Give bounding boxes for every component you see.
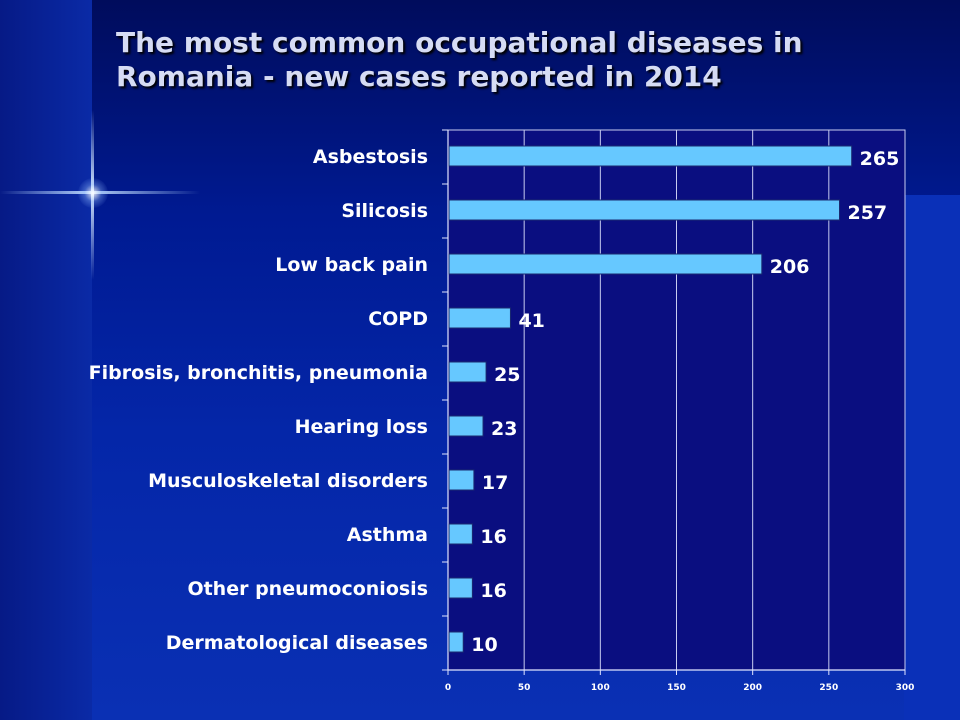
data-label: 10 xyxy=(471,634,497,656)
category-label: COPD xyxy=(368,308,428,330)
x-tick-label: 250 xyxy=(819,683,838,693)
category-labels: Asbestosis Silicosis Low back pain COPD Fibr… xyxy=(89,146,428,654)
flare-glow xyxy=(78,178,108,208)
data-label: 265 xyxy=(860,148,900,170)
category-label: Dermatological diseases xyxy=(166,632,428,654)
slide-title: The most common occupational diseases in… xyxy=(116,26,876,94)
data-label: 41 xyxy=(518,310,544,332)
data-label: 257 xyxy=(847,202,887,224)
bar xyxy=(448,469,475,491)
category-label: Musculoskeletal disorders xyxy=(148,470,428,492)
bar xyxy=(448,199,840,221)
data-label: 17 xyxy=(482,472,508,494)
category-label: Asthma xyxy=(347,524,428,546)
data-label: 23 xyxy=(491,418,517,440)
data-label: 206 xyxy=(770,256,810,278)
bar xyxy=(448,307,511,329)
data-labels: 265 257 206 41 25 23 17 16 16 10 xyxy=(471,148,899,656)
data-label: 25 xyxy=(494,364,520,386)
bar xyxy=(448,253,763,275)
category-label: Low back pain xyxy=(275,254,428,276)
bar xyxy=(448,577,473,599)
category-label: Asbestosis xyxy=(313,146,428,168)
bar xyxy=(448,523,473,545)
x-tick-label: 0 xyxy=(445,683,451,693)
x-tick-label: 100 xyxy=(591,683,610,693)
bar xyxy=(448,145,853,167)
x-tick-labels: 0 50 100 150 200 250 300 xyxy=(445,683,915,693)
x-tick-label: 150 xyxy=(667,683,686,693)
axes xyxy=(442,129,906,675)
bar xyxy=(448,415,484,437)
bar xyxy=(448,631,464,653)
background-band-left xyxy=(0,0,92,720)
x-tick-label: 50 xyxy=(518,683,531,693)
bar xyxy=(448,361,487,383)
x-tick-label: 200 xyxy=(743,683,762,693)
title-line-1: The most common occupational diseases in xyxy=(116,26,803,59)
data-label: 16 xyxy=(480,526,506,548)
x-tick-label: 300 xyxy=(896,683,915,693)
category-label: Silicosis xyxy=(341,200,428,222)
background-band-right xyxy=(904,195,960,720)
category-label: Other pneumoconiosis xyxy=(187,578,428,600)
category-label: Hearing loss xyxy=(295,416,428,438)
bars xyxy=(448,145,853,653)
title-line-2: Romania - new cases reported in 2014 xyxy=(116,60,722,93)
data-label: 16 xyxy=(480,580,506,602)
category-label: Fibrosis, bronchitis, pneumonia xyxy=(89,362,428,384)
